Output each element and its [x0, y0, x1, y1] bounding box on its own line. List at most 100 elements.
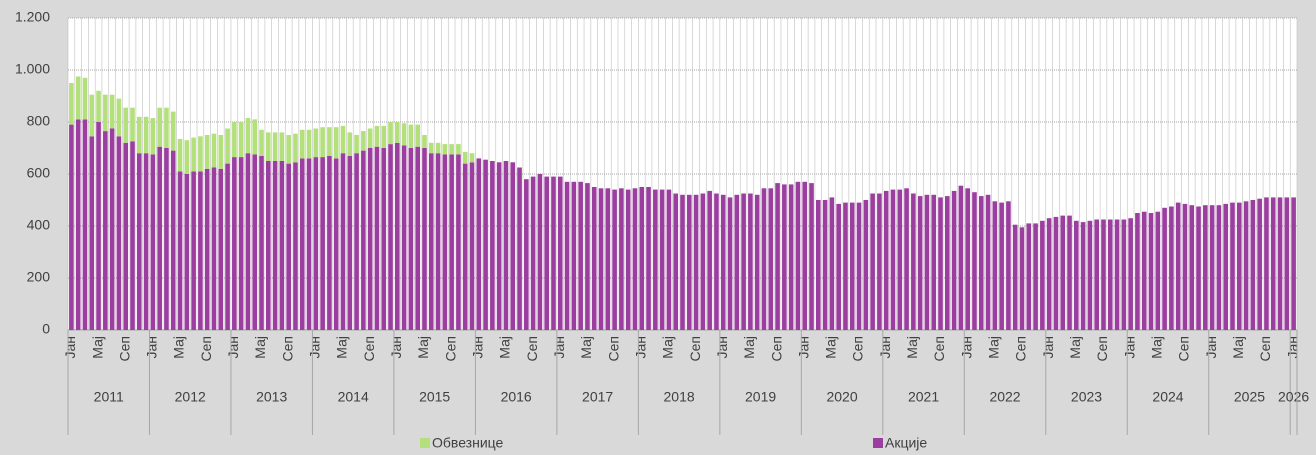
bar [632, 188, 638, 330]
bar [442, 154, 448, 330]
bar [544, 176, 550, 330]
bar [103, 131, 108, 330]
bar [265, 161, 271, 330]
bar [1006, 201, 1011, 330]
x-tick-label: Сеп [1094, 336, 1110, 361]
bar [75, 76, 81, 120]
x-tick-label: Мај [823, 336, 839, 359]
year-label: 2015 [419, 389, 450, 405]
bar [259, 155, 264, 330]
bar [109, 94, 115, 129]
bar [680, 194, 685, 330]
bar [286, 163, 291, 330]
bar [714, 193, 719, 330]
bar [510, 162, 516, 330]
bar [279, 161, 285, 330]
bar [103, 94, 108, 132]
bar [904, 188, 909, 330]
bar [469, 162, 475, 330]
bar [605, 188, 611, 330]
bar [612, 189, 617, 330]
bar [123, 107, 129, 143]
bar [469, 153, 475, 163]
bar [992, 201, 998, 330]
bar [130, 141, 135, 330]
bar [150, 118, 156, 155]
bar [198, 171, 203, 330]
bar [1067, 215, 1072, 330]
bar [449, 144, 454, 155]
bar [877, 193, 882, 330]
bar [483, 159, 488, 330]
bar [279, 132, 285, 161]
bar [748, 193, 753, 330]
y-tick-label: 400 [27, 217, 51, 233]
bar [340, 125, 346, 154]
bar [395, 122, 400, 143]
x-tick-label: Мај [334, 336, 350, 359]
bar [1155, 211, 1161, 330]
bar [788, 184, 794, 330]
bar [945, 196, 950, 330]
bar [741, 193, 746, 330]
bar [299, 158, 305, 330]
bar [625, 189, 631, 330]
bar [1141, 211, 1147, 330]
bar [564, 181, 570, 330]
bar [293, 162, 298, 330]
bar [700, 193, 706, 330]
bar [177, 171, 183, 330]
year-label: 2012 [175, 389, 206, 405]
bar [1053, 216, 1059, 330]
x-tick-label: Јан [958, 336, 974, 359]
bar [232, 157, 237, 330]
bar [293, 133, 298, 163]
bar [218, 135, 224, 169]
bar [259, 129, 264, 156]
bar [815, 200, 821, 330]
bar [354, 135, 359, 154]
y-tick-label: 600 [27, 165, 51, 181]
bar [381, 125, 387, 148]
x-tick-label: Мај [660, 336, 676, 359]
bar [164, 148, 169, 330]
bar [184, 140, 190, 174]
bar [551, 176, 556, 330]
bar [1264, 197, 1269, 330]
bar [1080, 222, 1086, 330]
bar [211, 167, 217, 330]
bar [1060, 215, 1066, 330]
year-label: 2024 [1152, 389, 1183, 405]
bar [82, 77, 88, 120]
bar [306, 158, 312, 330]
bar [951, 190, 957, 330]
bar [761, 188, 767, 330]
bar [89, 94, 95, 137]
y-tick-label: 200 [27, 269, 51, 285]
bar [408, 124, 414, 148]
bar [462, 163, 468, 330]
bar [238, 157, 244, 330]
x-tick-label: Мај [497, 336, 513, 359]
bar [395, 142, 400, 330]
bar [1012, 224, 1018, 330]
bar [408, 148, 414, 330]
year-label: 2013 [256, 389, 287, 405]
bar [456, 154, 461, 330]
year-label: 2011 [94, 389, 124, 405]
bar [1074, 220, 1079, 330]
bar [1162, 207, 1167, 330]
bar [999, 202, 1004, 330]
bar [415, 124, 420, 147]
bar [897, 189, 903, 330]
bar [666, 189, 672, 330]
bar [958, 185, 964, 330]
x-tick-label: Јан [62, 336, 78, 359]
bar [388, 122, 393, 145]
bar [204, 135, 210, 169]
x-tick-label: Мај [1230, 336, 1246, 359]
x-tick-label: Сеп [116, 336, 132, 361]
bar [333, 127, 339, 159]
bar [435, 153, 441, 330]
bar [374, 146, 380, 330]
